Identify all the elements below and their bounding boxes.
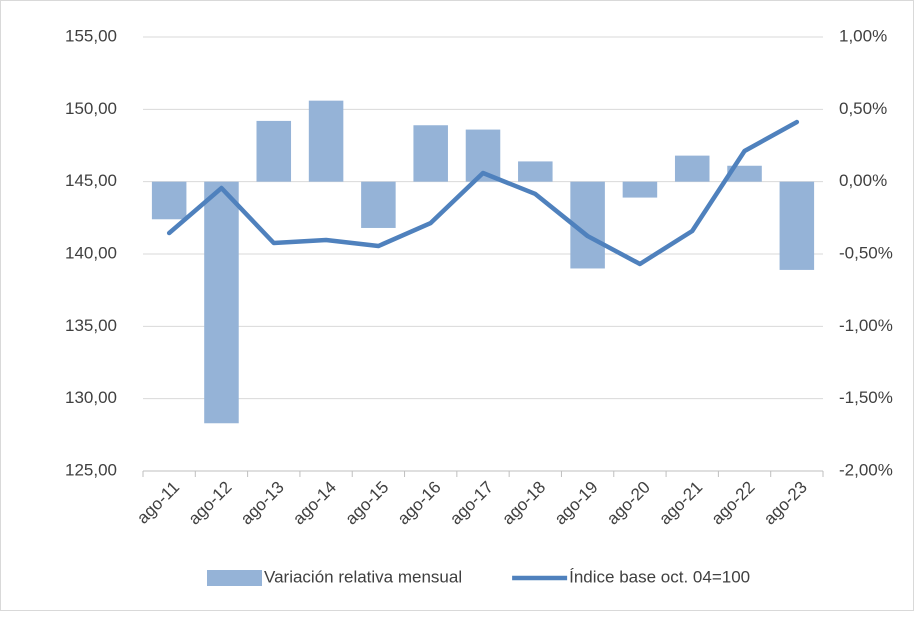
legend-label: Variación relativa mensual: [264, 567, 462, 586]
legend-swatch: [207, 570, 262, 586]
y-tick-label: 140,00: [65, 243, 117, 262]
bar: [518, 161, 553, 182]
bar: [151, 181, 187, 220]
y2-tick-label: 0,00%: [839, 171, 887, 190]
bar: [256, 120, 292, 182]
y2-tick-label: 0,50%: [839, 99, 887, 118]
y2-tick-label: -1,50%: [839, 388, 893, 407]
y2-tick-label: -2,00%: [839, 460, 893, 479]
y-tick-label: 150,00: [65, 99, 117, 118]
bar: [622, 181, 658, 198]
legend-label: Índice base oct. 04=100: [569, 567, 750, 586]
y-tick-label: 135,00: [65, 316, 117, 335]
bar: [361, 181, 396, 228]
bar: [308, 100, 344, 182]
line: [166, 119, 800, 267]
bar: [779, 181, 815, 270]
y2-tick-label: 1,00%: [839, 26, 887, 45]
y2-tick-label: -0,50%: [839, 243, 893, 262]
bar: [674, 155, 710, 182]
y-tick-label: 125,00: [65, 460, 117, 479]
y-tick-label: 155,00: [65, 26, 117, 45]
bar: [727, 165, 762, 182]
y2-tick-label: -1,00%: [839, 316, 893, 335]
y-tick-label: 145,00: [65, 171, 117, 190]
y-tick-label: 130,00: [65, 388, 117, 407]
bar: [204, 181, 239, 424]
bar: [413, 125, 448, 182]
